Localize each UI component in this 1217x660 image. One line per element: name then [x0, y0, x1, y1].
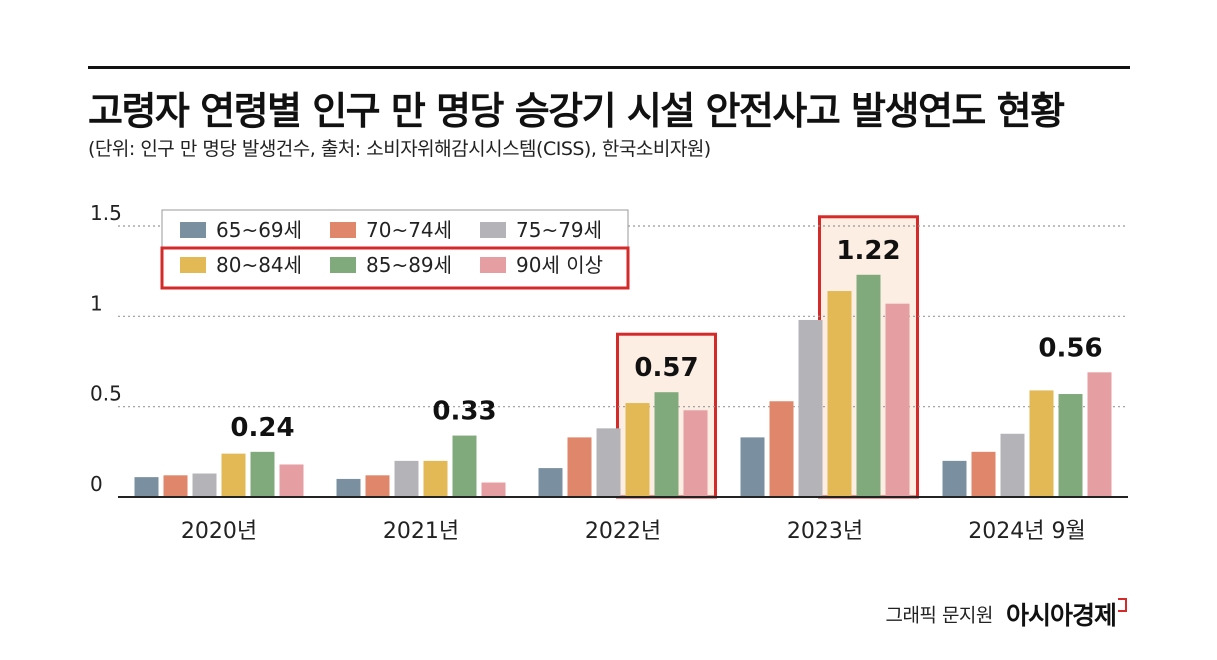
bar-4-5: [1087, 372, 1112, 497]
legend-swatch-4: [330, 257, 356, 273]
bar-2-3: [625, 403, 650, 497]
bar-4-0: [942, 460, 967, 497]
data-label-3: 1.22: [836, 236, 900, 266]
bar-1-2: [394, 460, 419, 497]
bar-3-2: [798, 319, 823, 497]
bar-1-0: [336, 478, 361, 497]
y-tick-label-2: 1: [90, 291, 103, 315]
bar-4-3: [1029, 390, 1054, 497]
legend-label-4: 85~89세: [366, 253, 452, 277]
y-tick-label-0: 0: [90, 472, 103, 496]
chart-title: 고령자 연령별 인구 만 명당 승강기 시설 안전사고 발생연도 현황: [88, 89, 1065, 133]
x-tick-label-4: 2024년 9월: [968, 519, 1085, 544]
bar-1-3: [423, 460, 448, 497]
bar-4-1: [971, 451, 996, 497]
y-tick-label-1: 0.5: [90, 382, 122, 406]
data-label-4: 0.56: [1038, 333, 1102, 363]
bar-1-5: [481, 482, 506, 497]
bar-3-5: [885, 303, 910, 497]
bar-0-4: [250, 451, 275, 497]
bar-0-2: [192, 473, 217, 497]
legend-label-0: 65~69세: [216, 218, 302, 242]
bar-3-4: [856, 274, 881, 497]
graphic-author: 그래픽 문지원: [885, 604, 993, 627]
data-label-1: 0.33: [432, 397, 496, 427]
bar-2-2: [596, 428, 621, 497]
bar-3-3: [827, 291, 852, 497]
bar-0-0: [134, 477, 159, 497]
legend-label-2: 75~79세: [516, 218, 602, 242]
bar-2-1: [567, 437, 592, 497]
top-rule: [88, 66, 1130, 69]
bar-0-5: [279, 464, 304, 497]
bar-2-4: [654, 392, 679, 497]
legend-swatch-3: [180, 257, 206, 273]
data-label-0: 0.24: [230, 413, 294, 443]
y-tick-label-3: 1.5: [90, 201, 122, 225]
bar-4-2: [1000, 433, 1025, 497]
x-tick-label-0: 2020년: [181, 519, 257, 544]
bar-3-0: [740, 437, 765, 497]
legend-swatch-2: [480, 222, 506, 238]
bar-2-0: [538, 468, 563, 497]
brand-mark-icon: [1118, 598, 1127, 612]
bar-1-4: [452, 435, 477, 497]
legend-swatch-0: [180, 222, 206, 238]
bar-4-4: [1058, 394, 1083, 497]
legend-label-3: 80~84세: [216, 253, 302, 277]
data-label-2: 0.57: [634, 353, 698, 383]
credit: 그래픽 문지원 아시아경제: [885, 596, 1127, 632]
bar-1-1: [365, 475, 390, 497]
legend-swatch-1: [330, 222, 356, 238]
x-tick-label-2: 2022년: [585, 519, 661, 544]
chart-subtitle: (단위: 인구 만 명당 발생건수, 출처: 소비자위해감시시스템(CISS),…: [88, 138, 711, 160]
x-tick-label-1: 2021년: [383, 519, 459, 544]
legend-label-1: 70~74세: [366, 218, 452, 242]
bar-0-1: [163, 475, 188, 497]
legend-swatch-5: [480, 257, 506, 273]
brand-logo: 아시아경제: [1005, 601, 1117, 630]
legend-label-5: 90세 이상: [516, 253, 603, 277]
x-tick-label-3: 2023년: [787, 519, 863, 544]
bar-3-1: [769, 401, 794, 497]
legend-highlight-box: [160, 246, 630, 290]
bar-0-3: [221, 453, 246, 497]
bar-2-5: [683, 410, 708, 497]
